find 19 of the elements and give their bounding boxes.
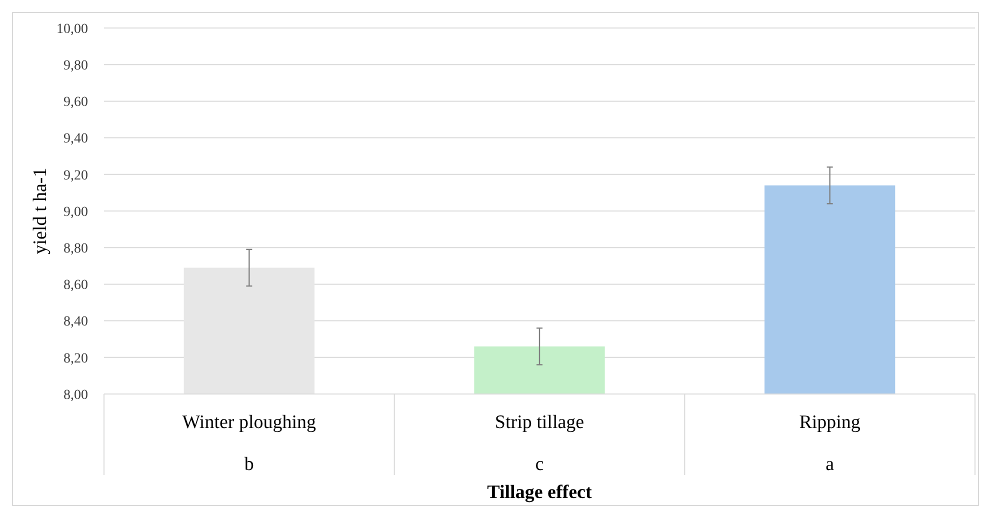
text: b <box>244 454 254 475</box>
y-tick-label: 9,00 <box>64 204 88 220</box>
y-tick-label: 8,00 <box>64 388 88 403</box>
text: a <box>826 454 835 475</box>
y-tick-label: 8,80 <box>64 242 88 256</box>
y-tick-label: 9,80 <box>64 58 88 74</box>
x-tick-label: Winter ploughing <box>182 412 317 433</box>
y-tick-label: 9,20 <box>64 168 88 184</box>
y-tick-label: 9,40 <box>64 132 88 147</box>
y-tick-label: 9,60 <box>64 95 88 110</box>
x-axis-title: Tillage effect <box>487 482 592 503</box>
y-tick-label: 8,60 <box>64 278 88 294</box>
x-tick-label: Ripping <box>799 412 861 433</box>
x-tick-label: Strip tillage <box>494 412 584 433</box>
text: c <box>535 454 544 475</box>
y-tick-label: 8,40 <box>64 314 88 330</box>
y-tick-label: 10,00 <box>56 22 88 37</box>
y-tick-label: 8,20 <box>64 351 88 366</box>
y-axis-title: yield t ha-1 <box>30 168 51 254</box>
